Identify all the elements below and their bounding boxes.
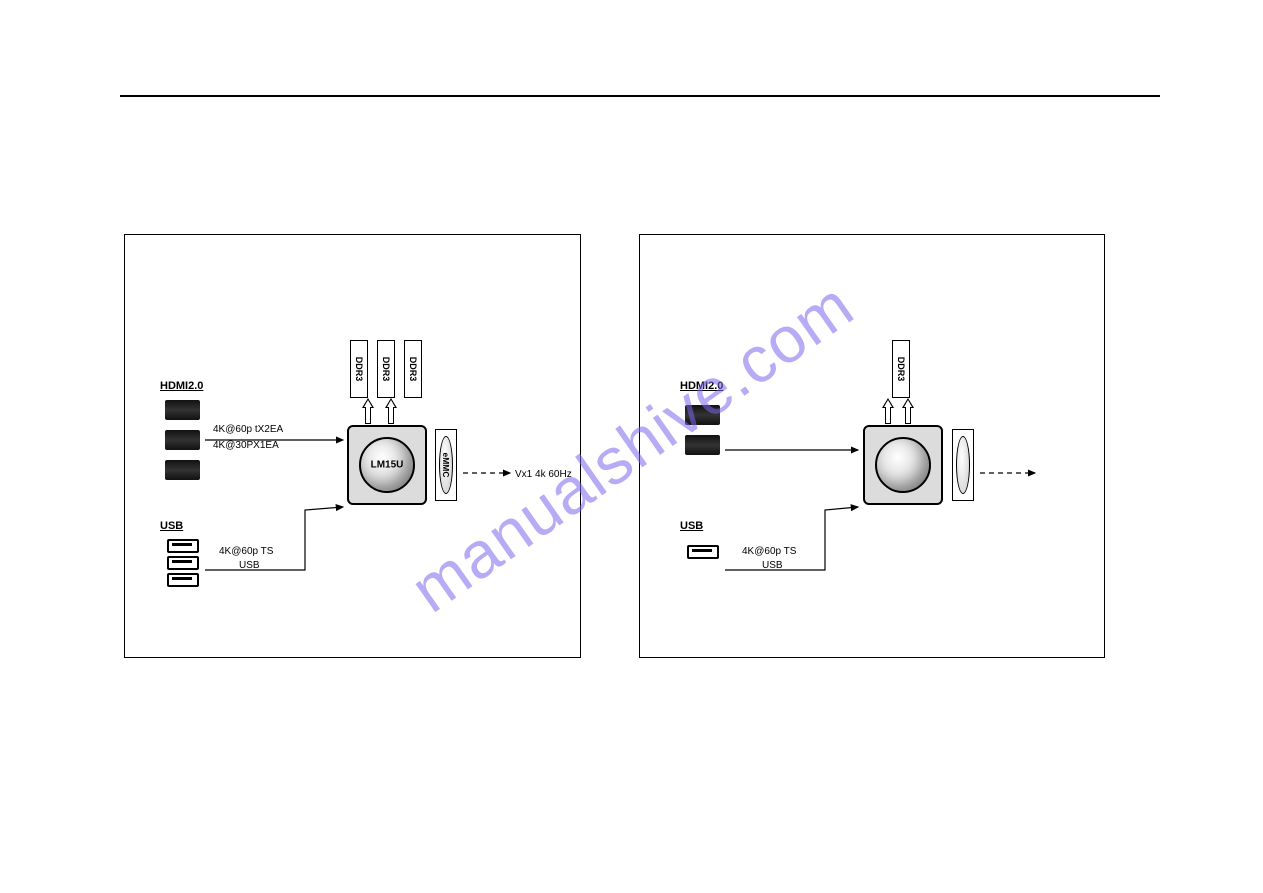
soc-label: LM15U [371, 460, 404, 471]
wire-hdmi [125, 235, 582, 659]
top-rule [120, 95, 1160, 97]
panel-right: HDMI2.0 USB DDR3 4K@60p TS USB [639, 234, 1105, 658]
wire-right [640, 235, 1106, 659]
emmc-label: eMMC [441, 452, 451, 477]
panel-left: HDMI2.0 USB DDR3 DDR3 DDR3 LM15U eMMC 4K… [124, 234, 581, 658]
